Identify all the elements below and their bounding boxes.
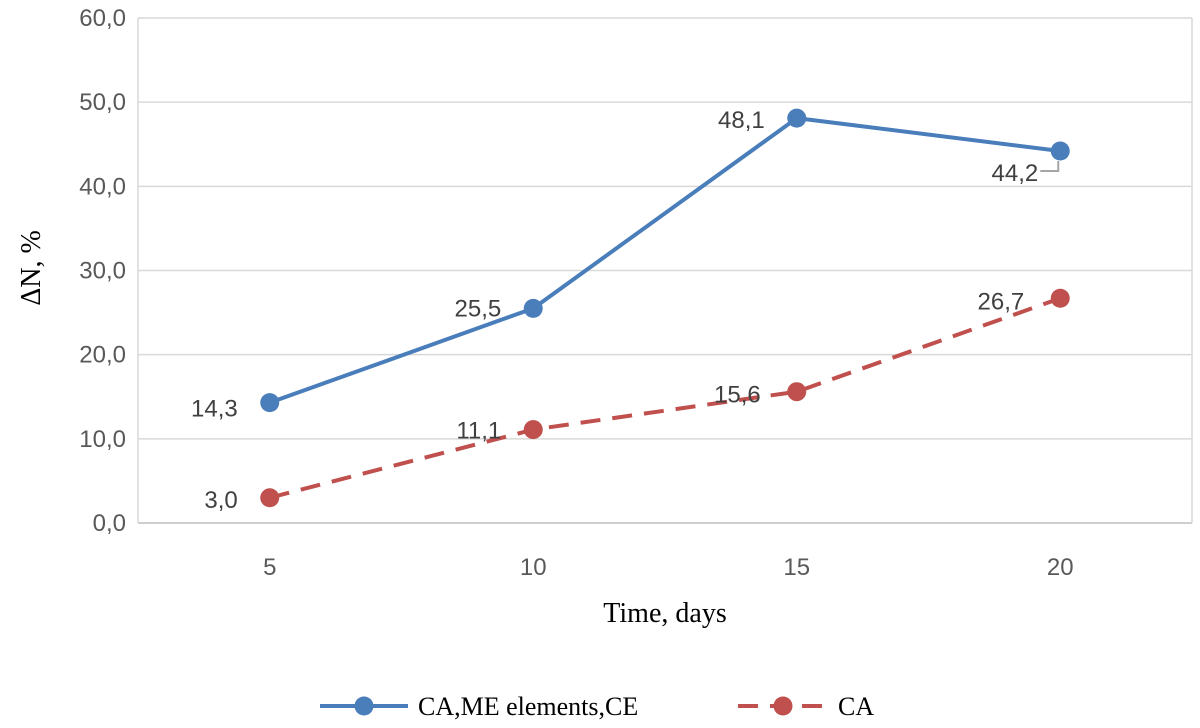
y-tick-label: 40,0 — [79, 173, 126, 200]
series-markers — [260, 108, 1070, 508]
y-tick-label: 20,0 — [79, 342, 126, 369]
y-tick-label: 50,0 — [79, 89, 126, 116]
series-line — [269, 116, 1061, 405]
x-axis-ticks: 5 10 15 20 — [263, 554, 1074, 581]
label-leader-line — [1040, 160, 1060, 172]
legend-marker — [354, 696, 374, 716]
gridlines — [137, 17, 1193, 524]
data-label: 26,7 — [978, 288, 1025, 315]
x-tick-label: 5 — [263, 554, 276, 581]
data-label: 44,2 — [992, 160, 1039, 187]
series-line — [269, 296, 1061, 500]
data-point — [260, 488, 280, 508]
legend: CA,ME elements,CE CA — [320, 692, 874, 721]
y-tick-label: 10,0 — [79, 426, 126, 453]
data-point — [1050, 141, 1070, 161]
data-point — [787, 382, 807, 402]
data-label: 3,0 — [204, 487, 237, 514]
x-tick-label: 15 — [783, 554, 810, 581]
y-axis-title: ΔN, % — [16, 230, 47, 306]
x-axis-title: Time, days — [603, 598, 726, 629]
data-point — [260, 393, 280, 413]
legend-label: CA,ME elements,CE — [418, 692, 638, 721]
data-point — [1050, 288, 1070, 308]
legend-label: CA — [838, 692, 874, 721]
series-lines — [269, 116, 1061, 500]
x-tick-label: 20 — [1047, 554, 1074, 581]
data-label: 11,1 — [456, 418, 501, 445]
y-tick-label: 0,0 — [93, 510, 126, 537]
data-label: 14,3 — [191, 396, 238, 423]
legend-marker — [773, 696, 793, 716]
data-point — [787, 108, 807, 128]
data-labels: 14,3 25,5 48,1 44,2 3,0 11,1 15,6 26,7 — [191, 107, 1060, 514]
data-label: 48,1 — [718, 107, 765, 134]
y-axis-ticks: 0,0 10,0 20,0 30,0 40,0 50,0 60,0 — [79, 5, 126, 537]
data-point — [523, 298, 543, 318]
data-label: 25,5 — [455, 295, 502, 322]
y-tick-label: 30,0 — [79, 258, 126, 285]
x-tick-label: 10 — [520, 554, 547, 581]
data-point — [523, 420, 543, 440]
data-label: 15,6 — [714, 382, 761, 409]
y-tick-label: 60,0 — [79, 5, 126, 32]
